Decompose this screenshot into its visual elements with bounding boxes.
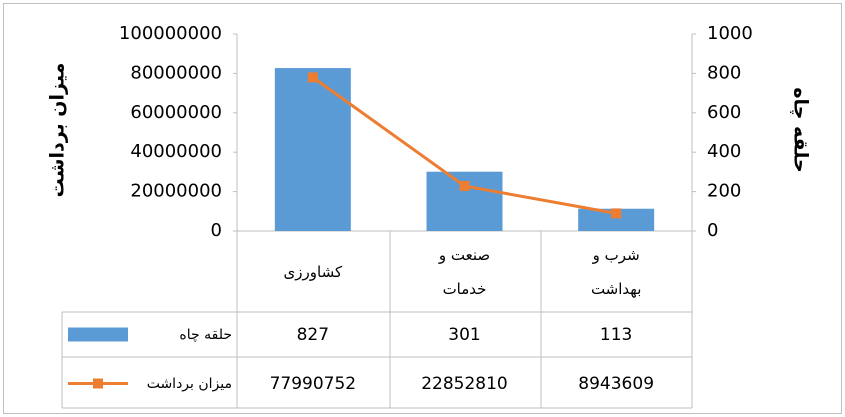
y2-tick-label: 800 [707, 62, 741, 83]
y-tick-label: 60000000 [130, 102, 222, 123]
category-label: کشاورزی [283, 262, 343, 281]
chart-border [3, 3, 842, 414]
y-axis-title: میزان برداشت [47, 63, 69, 198]
legend-key [68, 327, 128, 342]
legend-label: میزان برداشت [146, 375, 232, 392]
table-value: 301 [448, 324, 481, 345]
y2-tick-label: 0 [707, 220, 718, 241]
legend-key-marker [93, 378, 103, 389]
table-value: 22852810 [421, 373, 508, 394]
table-value: 113 [599, 324, 633, 345]
y2-tick-label: 600 [707, 102, 741, 123]
line-marker [307, 72, 318, 83]
y2-tick-label: 200 [707, 181, 741, 202]
y-tick-label: 0 [211, 220, 222, 241]
bar [274, 68, 351, 232]
table-value: 8943609 [578, 373, 655, 394]
y-tick-label: 40000000 [130, 141, 222, 162]
table-value: 827 [296, 324, 330, 345]
table-value: 77990752 [269, 373, 357, 394]
y2-axis-title: حلقه چاه [790, 87, 812, 172]
y2-tick-label: 400 [707, 141, 741, 162]
category-label: صنعت و خدمات [438, 245, 491, 298]
y2-tick-label: 1000 [707, 23, 753, 44]
y-tick-label: 80000000 [130, 62, 222, 83]
bar [426, 171, 503, 231]
line-marker [611, 208, 622, 219]
y-tick-label: 100000000 [119, 23, 222, 44]
bar [578, 208, 655, 231]
category-label: شرب و بهداشت [590, 245, 642, 298]
y-tick-label: 20000000 [130, 181, 222, 202]
line-marker [459, 180, 470, 191]
legend-label: حلقه چاه [179, 326, 232, 343]
